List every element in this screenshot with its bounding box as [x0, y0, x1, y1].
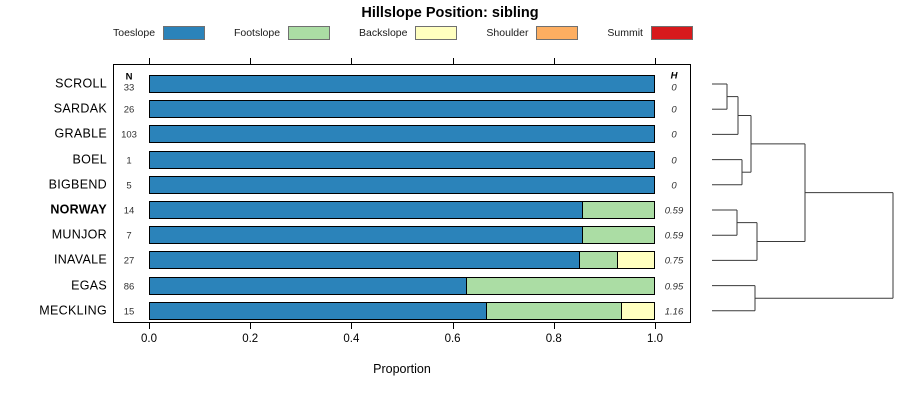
bar-segment-toeslope	[149, 150, 655, 169]
h-value: 0	[671, 129, 677, 141]
legend: Toeslope Footslope Backslope Shoulder Summit	[113, 25, 693, 41]
axis-tick-bottom	[351, 323, 353, 329]
bar-segment-footslope	[581, 201, 655, 219]
n-value: 86	[123, 281, 135, 293]
n-column-header: N	[125, 71, 133, 83]
n-value: 33	[123, 82, 135, 94]
x-axis-label: Proportion	[373, 362, 431, 376]
h-value: 1.16	[664, 306, 684, 318]
axis-tick-bottom	[452, 323, 454, 329]
series-label: BIGBEND	[48, 177, 107, 192]
legend-label: Shoulder	[486, 27, 529, 39]
bar-segment-toeslope	[149, 175, 655, 194]
axis-tick-top	[452, 58, 454, 64]
h-value: 0.59	[664, 205, 684, 217]
n-value: 5	[126, 180, 132, 192]
h-value: 0	[671, 155, 677, 167]
legend-item: Backslope	[359, 26, 458, 40]
axis-tick-top	[351, 58, 353, 64]
bar-segment-toeslope	[149, 100, 655, 119]
chart-title: Hillslope Position: sibling	[361, 5, 539, 21]
n-value: 26	[123, 104, 135, 116]
h-value: 0	[671, 82, 677, 94]
legend-label: Footslope	[233, 27, 281, 39]
legend-item: Toeslope	[113, 26, 206, 40]
n-value: 103	[121, 129, 137, 141]
legend-swatch	[415, 26, 458, 40]
axis-tick-bottom	[553, 323, 555, 329]
legend-item: Summit	[607, 26, 693, 40]
axis-tick-label: 1.0	[647, 333, 663, 345]
axis-tick-top	[149, 58, 150, 64]
n-value: 1	[126, 155, 132, 167]
axis-tick-label: 0.2	[242, 333, 259, 345]
plot-panel	[113, 64, 691, 323]
h-column-header: H	[670, 70, 678, 82]
n-value: 7	[126, 230, 132, 242]
bar-segment-backslope	[620, 301, 655, 320]
h-value: 0.59	[664, 230, 684, 242]
axis-tick-label: 0.4	[343, 333, 360, 345]
axis-tick-label: 0.6	[444, 333, 461, 345]
series-label: MECKLING	[39, 303, 107, 318]
legend-item: Footslope	[233, 26, 331, 40]
legend-swatch	[650, 26, 693, 40]
legend-label: Backslope	[359, 27, 408, 39]
legend-swatch	[163, 26, 206, 40]
axis-tick-bottom	[655, 323, 656, 329]
legend-swatch	[536, 26, 579, 40]
series-label: EGAS	[71, 278, 107, 293]
bar-segment-toeslope	[149, 75, 655, 93]
series-label: GRABLE	[54, 127, 107, 142]
bar-segment-footslope	[465, 276, 655, 295]
n-value: 27	[123, 255, 135, 267]
legend-label: Summit	[607, 27, 643, 39]
n-value: 15	[123, 306, 135, 318]
n-value: 14	[123, 205, 135, 217]
axis-tick-top	[250, 58, 252, 64]
series-label: BOEL	[72, 152, 107, 167]
series-label: INAVALE	[53, 253, 107, 268]
axis-tick-label: 0.0	[141, 333, 157, 345]
axis-tick-top	[553, 58, 555, 64]
axis-tick-label: 0.8	[545, 333, 562, 345]
legend-item: Shoulder	[486, 26, 579, 40]
bar-segment-backslope	[616, 251, 655, 270]
axis-tick-bottom	[149, 323, 150, 329]
legend-label: Toeslope	[113, 27, 156, 39]
h-value: 0.95	[664, 281, 684, 293]
h-value: 0.75	[664, 255, 684, 267]
legend-swatch	[288, 26, 331, 40]
series-label: MUNJOR	[51, 227, 107, 242]
series-label: NORWAY	[50, 202, 107, 217]
h-value: 0	[671, 180, 677, 192]
axis-tick-top	[655, 58, 656, 64]
axis-tick-bottom	[250, 323, 252, 329]
bar-segment-footslope	[581, 226, 655, 245]
h-value: 0	[671, 104, 677, 116]
bar-segment-toeslope	[149, 125, 655, 144]
series-label: SARDAK	[53, 101, 107, 116]
series-label: SCROLL	[55, 76, 107, 91]
